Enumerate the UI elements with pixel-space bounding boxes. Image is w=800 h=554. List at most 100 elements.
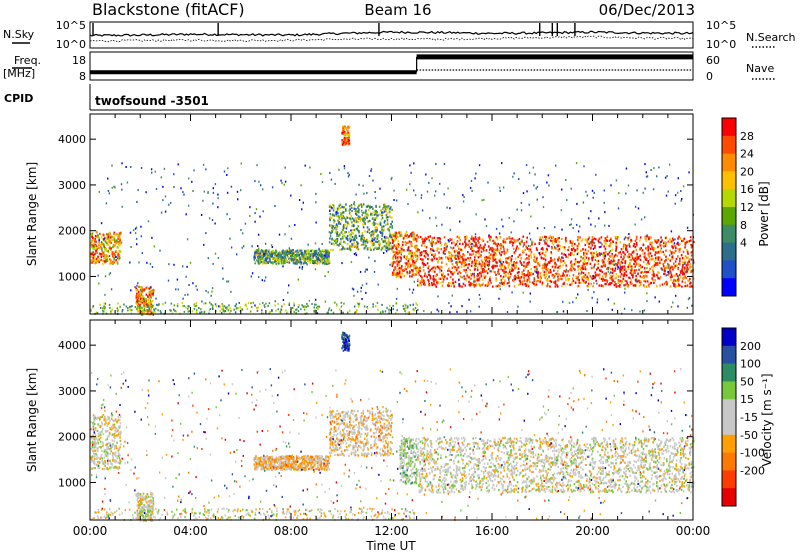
- heatmap-cell: [403, 274, 406, 277]
- heatmap-cell: [598, 284, 601, 287]
- heatmap-cell: [617, 281, 619, 284]
- heatmap-cell: [442, 272, 444, 275]
- heatmap-cell: [488, 283, 490, 286]
- heatmap-cell: [488, 236, 491, 239]
- heatmap-cell: [453, 265, 455, 268]
- heatmap-cell: [321, 256, 324, 259]
- heatmap-cell: [396, 264, 399, 267]
- heatmap-cell: [437, 281, 440, 284]
- heatmap-cell: [343, 302, 345, 305]
- heatmap-cell: [443, 236, 446, 239]
- heatmap-cell: [305, 262, 307, 265]
- heatmap-cell: [475, 244, 478, 247]
- heatmap-cell: [395, 245, 398, 248]
- heatmap-cell: [562, 246, 564, 249]
- heatmap-cell: [650, 255, 653, 258]
- heatmap-cell: [667, 190, 669, 193]
- heatmap-cell: [608, 224, 610, 227]
- heatmap-cell: [333, 207, 335, 210]
- heatmap-cell: [332, 225, 334, 228]
- heatmap-cell: [264, 305, 266, 308]
- heatmap-cell: [481, 199, 483, 202]
- heatmap-cell: [151, 290, 153, 293]
- heatmap-cell: [362, 243, 364, 246]
- heatmap-cell: [477, 237, 479, 240]
- heatmap-cell: [275, 255, 278, 258]
- heatmap-cell: [435, 285, 438, 288]
- heatmap-cell: [142, 311, 145, 314]
- heatmap-cell: [210, 294, 212, 297]
- heatmap-cell: [90, 241, 93, 245]
- heatmap-cell: [645, 258, 648, 261]
- heatmap-cell: [496, 264, 498, 267]
- heatmap-cell: [371, 242, 373, 245]
- heatmap-cell: [559, 264, 562, 267]
- heatmap-cell: [407, 305, 409, 308]
- heatmap-cell: [263, 261, 265, 264]
- heatmap-cell: [446, 277, 448, 280]
- heatmap-cell: [655, 256, 657, 259]
- heatmap-cell: [494, 271, 496, 274]
- heatmap-cell: [455, 257, 457, 260]
- heatmap-cell: [395, 273, 397, 276]
- heatmap-cell: [195, 311, 198, 314]
- heatmap-cell: [499, 244, 501, 247]
- heatmap-cell: [535, 247, 538, 250]
- heatmap-cell: [551, 236, 554, 239]
- heatmap-cell: [100, 258, 103, 262]
- heatmap-cell: [360, 210, 363, 213]
- heatmap-cell: [503, 283, 505, 286]
- heatmap-cell: [525, 265, 527, 268]
- heatmap-cell: [467, 243, 470, 246]
- heatmap-cell: [534, 260, 536, 263]
- heatmap-cell: [249, 215, 251, 217]
- heatmap-cell: [351, 210, 353, 213]
- heatmap-cell: [317, 305, 319, 308]
- heatmap-cell: [195, 302, 197, 305]
- heatmap-cell: [550, 271, 552, 274]
- heatmap-cell: [528, 254, 530, 257]
- heatmap-cell: [570, 252, 572, 255]
- heatmap-cell: [459, 285, 461, 288]
- heatmap-cell: [315, 221, 317, 224]
- heatmap-cell: [518, 178, 520, 180]
- heatmap-cell: [494, 265, 497, 268]
- heatmap-cell: [560, 258, 562, 261]
- heatmap-cell: [93, 253, 95, 257]
- heatmap-cell: [322, 257, 324, 261]
- heatmap-cell: [499, 236, 502, 239]
- heatmap-cell: [303, 251, 305, 255]
- heatmap-cell: [160, 176, 162, 179]
- heatmap-cell: [571, 244, 573, 247]
- heatmap-cell: [137, 282, 139, 285]
- heatmap-cell: [408, 240, 411, 243]
- heatmap-cell: [342, 246, 344, 249]
- heatmap-cell: [486, 262, 488, 265]
- heatmap-cell: [147, 304, 149, 307]
- heatmap-cell: [638, 268, 640, 271]
- heatmap-cell: [523, 279, 526, 282]
- heatmap-cell: [485, 256, 488, 259]
- heatmap-cell: [658, 260, 661, 263]
- heatmap-cell: [234, 311, 237, 314]
- heatmap-cell: [434, 253, 437, 256]
- heatmap-cell: [100, 241, 103, 244]
- heatmap-cell: [454, 257, 456, 260]
- heatmap-cell: [230, 185, 233, 188]
- heatmap-cell: [602, 260, 605, 263]
- heatmap-cell: [510, 268, 512, 272]
- heatmap-cell: [631, 265, 634, 268]
- heatmap-cell: [646, 175, 649, 178]
- heatmap-cell: [667, 271, 669, 273]
- heatmap-cell: [642, 244, 645, 247]
- heatmap-cell: [341, 139, 343, 142]
- heatmap-cell: [296, 259, 298, 262]
- heatmap-cell: [609, 282, 611, 285]
- heatmap-cell: [390, 216, 393, 219]
- heatmap-cell: [552, 239, 555, 242]
- heatmap-cell: [408, 252, 410, 255]
- heatmap-cell: [622, 269, 624, 272]
- heatmap-cell: [297, 254, 299, 257]
- heatmap-cell: [393, 189, 395, 192]
- heatmap-cell: [599, 254, 601, 257]
